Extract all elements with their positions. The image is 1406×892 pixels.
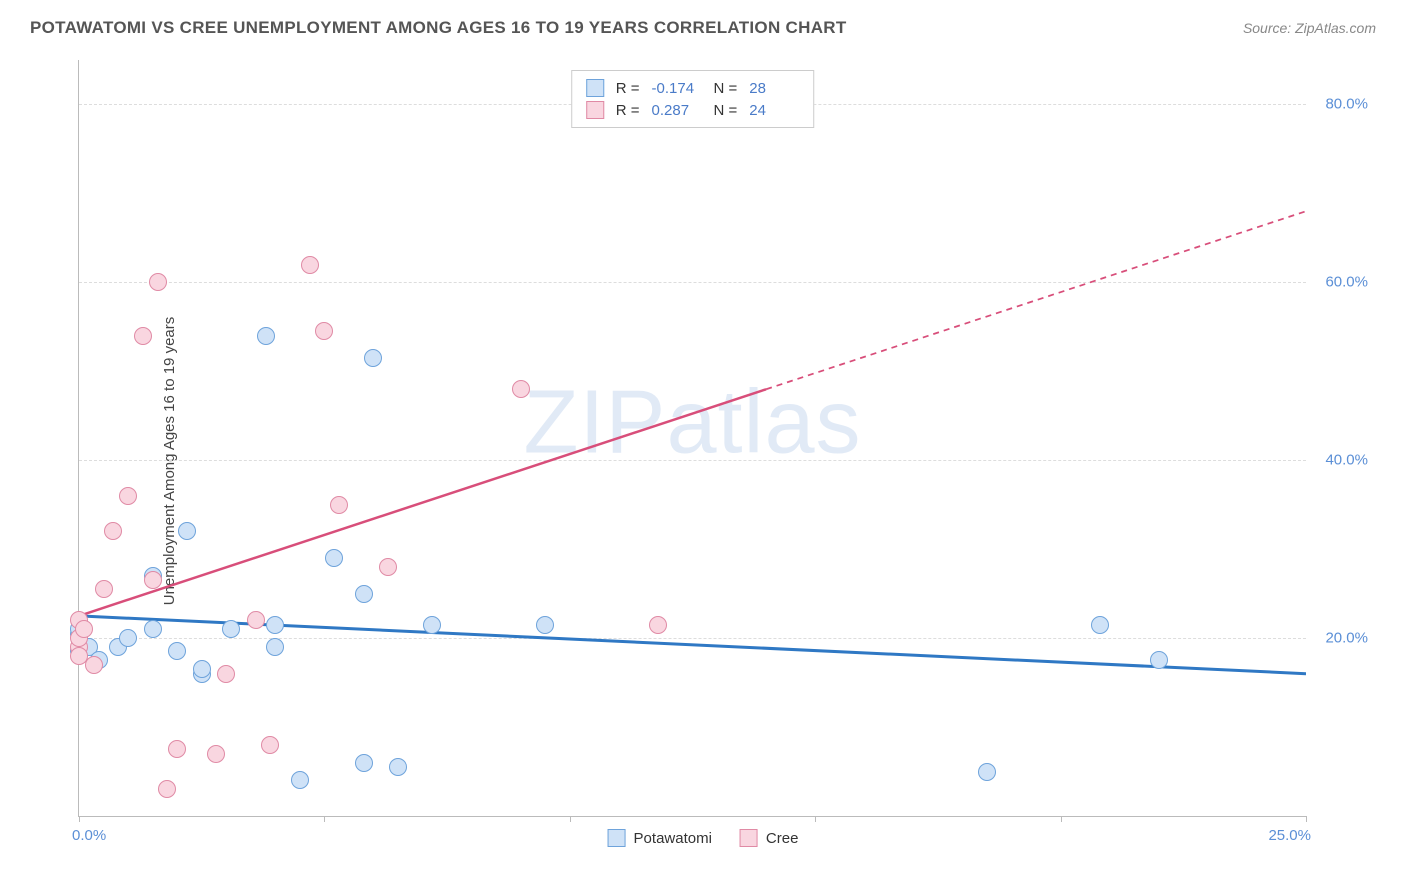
data-point xyxy=(266,638,284,656)
data-point xyxy=(149,273,167,291)
legend-label-cree: Cree xyxy=(766,830,799,847)
source-name: ZipAtlas.com xyxy=(1295,20,1376,36)
x-tick xyxy=(1061,816,1062,822)
n-value-potawatomi: 28 xyxy=(749,80,799,97)
data-point xyxy=(1150,651,1168,669)
data-point xyxy=(291,771,309,789)
source-prefix: Source: xyxy=(1243,20,1295,36)
data-point xyxy=(301,256,319,274)
data-point xyxy=(95,580,113,598)
data-point xyxy=(330,496,348,514)
data-point xyxy=(104,522,122,540)
x-tick xyxy=(815,816,816,822)
legend-row-cree: R = 0.287 N = 24 xyxy=(586,99,800,121)
n-value-cree: 24 xyxy=(749,102,799,119)
trend-lines xyxy=(79,60,1306,816)
legend-item-cree: Cree xyxy=(740,829,799,847)
r-value-cree: 0.287 xyxy=(652,102,702,119)
data-point xyxy=(178,522,196,540)
plot-area: ZIPatlas R = -0.174 N = 28 R = 0.287 N =… xyxy=(78,60,1306,817)
data-point xyxy=(144,620,162,638)
data-point xyxy=(364,349,382,367)
data-point xyxy=(325,549,343,567)
swatch-cree xyxy=(740,829,758,847)
data-point xyxy=(222,620,240,638)
data-point xyxy=(389,758,407,776)
data-point xyxy=(355,754,373,772)
x-tick xyxy=(570,816,571,822)
data-point xyxy=(158,780,176,798)
data-point xyxy=(1091,616,1109,634)
y-tick-label: 80.0% xyxy=(1325,96,1368,113)
data-point xyxy=(134,327,152,345)
chart-title: POTAWATOMI VS CREE UNEMPLOYMENT AMONG AG… xyxy=(30,18,847,38)
swatch-potawatomi xyxy=(608,829,626,847)
x-tick xyxy=(1306,816,1307,822)
data-point xyxy=(75,620,93,638)
r-label: R = xyxy=(616,80,640,97)
r-label: R = xyxy=(616,102,640,119)
data-point xyxy=(144,571,162,589)
legend-item-potawatomi: Potawatomi xyxy=(608,829,712,847)
data-point xyxy=(257,327,275,345)
data-point xyxy=(315,322,333,340)
data-point xyxy=(379,558,397,576)
n-label: N = xyxy=(714,80,738,97)
data-point xyxy=(168,642,186,660)
data-point xyxy=(266,616,284,634)
chart-container: Unemployment Among Ages 16 to 19 years Z… xyxy=(30,50,1376,872)
data-point xyxy=(512,380,530,398)
r-value-potawatomi: -0.174 xyxy=(652,80,702,97)
legend-label-potawatomi: Potawatomi xyxy=(634,830,712,847)
data-point xyxy=(85,656,103,674)
legend-row-potawatomi: R = -0.174 N = 28 xyxy=(586,77,800,99)
x-axis-max-label: 25.0% xyxy=(1268,827,1311,844)
data-point xyxy=(978,763,996,781)
data-point xyxy=(168,740,186,758)
swatch-cree xyxy=(586,101,604,119)
data-point xyxy=(649,616,667,634)
source-attribution: Source: ZipAtlas.com xyxy=(1243,20,1376,36)
data-point xyxy=(207,745,225,763)
chart-header: POTAWATOMI VS CREE UNEMPLOYMENT AMONG AG… xyxy=(0,0,1406,46)
y-tick-label: 40.0% xyxy=(1325,452,1368,469)
data-point xyxy=(247,611,265,629)
x-tick xyxy=(79,816,80,822)
correlation-legend: R = -0.174 N = 28 R = 0.287 N = 24 xyxy=(571,70,815,128)
x-tick xyxy=(324,816,325,822)
swatch-potawatomi xyxy=(586,79,604,97)
data-point xyxy=(193,660,211,678)
y-tick-label: 60.0% xyxy=(1325,274,1368,291)
data-point xyxy=(119,629,137,647)
data-point xyxy=(261,736,279,754)
data-point xyxy=(423,616,441,634)
series-legend: Potawatomi Cree xyxy=(608,829,799,847)
n-label: N = xyxy=(714,102,738,119)
data-point xyxy=(217,665,235,683)
x-axis-min-label: 0.0% xyxy=(72,827,106,844)
data-point xyxy=(119,487,137,505)
data-point xyxy=(536,616,554,634)
data-point xyxy=(355,585,373,603)
y-tick-label: 20.0% xyxy=(1325,630,1368,647)
